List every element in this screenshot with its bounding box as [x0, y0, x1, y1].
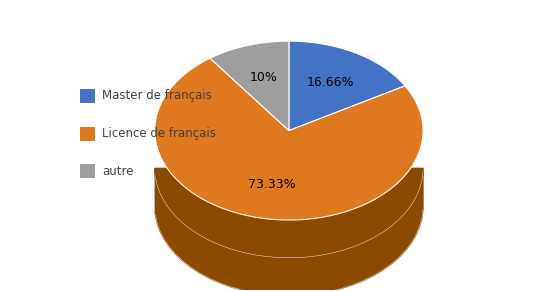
- FancyBboxPatch shape: [80, 89, 95, 103]
- Polygon shape: [155, 168, 423, 258]
- Text: 10%: 10%: [249, 71, 277, 84]
- Polygon shape: [155, 58, 423, 220]
- Text: autre: autre: [102, 165, 134, 178]
- FancyBboxPatch shape: [80, 164, 95, 178]
- Text: 16.66%: 16.66%: [307, 76, 354, 89]
- Text: 73.33%: 73.33%: [248, 178, 295, 191]
- Polygon shape: [155, 172, 423, 291]
- Text: Licence de français: Licence de français: [102, 127, 216, 140]
- Text: Master de français: Master de français: [102, 89, 212, 102]
- Polygon shape: [210, 41, 289, 131]
- Polygon shape: [289, 41, 405, 131]
- FancyBboxPatch shape: [80, 127, 95, 141]
